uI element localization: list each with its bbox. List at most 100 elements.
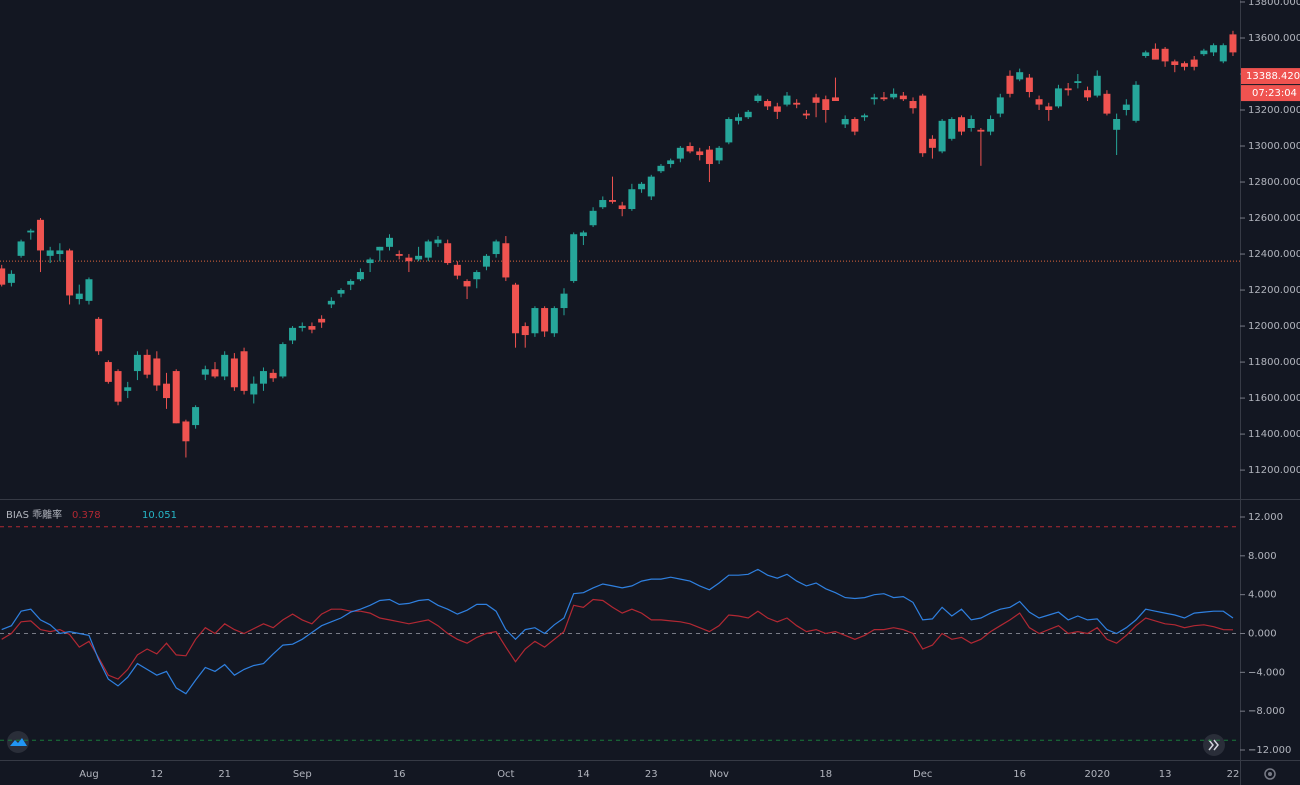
- last-price-badge: [1241, 68, 1300, 85]
- x-tick-label: 14: [577, 769, 590, 780]
- candle-body: [308, 326, 316, 330]
- candle-body: [221, 354, 229, 377]
- candle-body: [512, 284, 520, 334]
- candle-body: [1113, 119, 1121, 130]
- x-tick-label: 16: [1013, 769, 1026, 780]
- candle-body: [36, 219, 44, 251]
- candle-body: [259, 371, 267, 384]
- candle-body: [822, 99, 830, 111]
- candle-body: [802, 113, 810, 116]
- y-tick-label: 11200.000: [1248, 465, 1300, 476]
- candle-body: [1006, 75, 1014, 94]
- candle-body: [715, 147, 723, 161]
- candle-body: [686, 146, 694, 152]
- x-tick-label: Aug: [79, 769, 99, 780]
- candle-body: [250, 383, 258, 395]
- candle-body: [589, 210, 597, 226]
- candle-body: [376, 246, 384, 251]
- candle-body: [628, 189, 636, 210]
- x-tick-label: Dec: [913, 769, 932, 780]
- y-tick-label: −8.000: [1248, 706, 1285, 717]
- candle-body: [386, 237, 393, 247]
- candle-body: [1161, 48, 1169, 62]
- legend-value: 0.378: [72, 510, 101, 521]
- candle-body: [0, 268, 6, 285]
- candle-body: [279, 344, 287, 377]
- candle-body: [163, 383, 171, 399]
- logo[interactable]: [7, 731, 29, 753]
- candle-body: [415, 255, 423, 260]
- countdown-label: 07:23:04: [1252, 88, 1297, 99]
- scroll-button[interactable]: [1203, 734, 1225, 756]
- candle-body: [608, 200, 616, 202]
- x-tick-label: 2020: [1085, 769, 1110, 780]
- candle-body: [861, 115, 869, 118]
- candle-body: [987, 119, 995, 132]
- candle-body: [27, 230, 35, 233]
- y-tick-label: 13600.000: [1248, 33, 1300, 44]
- x-tick-label: 16: [393, 769, 406, 780]
- candle-body: [1122, 104, 1130, 111]
- candle-body: [153, 358, 161, 386]
- candle-body: [104, 362, 112, 382]
- candle-body: [880, 97, 888, 100]
- candle-body: [570, 234, 578, 282]
- candle-body: [638, 183, 646, 190]
- candle-body: [240, 351, 248, 391]
- candle-body: [143, 354, 151, 375]
- candle-body: [928, 138, 936, 148]
- candle-body: [337, 290, 345, 294]
- candle-body: [521, 326, 529, 336]
- candle-body: [366, 259, 374, 264]
- candle-body: [831, 97, 839, 102]
- last-price-label: 13388.420: [1246, 71, 1300, 82]
- candle-body: [1229, 34, 1237, 53]
- candle-body: [463, 281, 471, 287]
- y-tick-label: 13800.000: [1248, 0, 1300, 8]
- y-tick-label: 12400.000: [1248, 249, 1300, 260]
- candle-body: [531, 308, 539, 334]
- candle-body: [618, 205, 626, 210]
- y-tick-label: 12600.000: [1248, 213, 1300, 224]
- candle-body: [1074, 81, 1082, 83]
- candle-body: [541, 308, 549, 332]
- candle-body: [7, 273, 15, 283]
- candle-body: [764, 101, 772, 107]
- y-tick-label: 13000.000: [1248, 141, 1300, 152]
- candle-body: [851, 119, 859, 132]
- x-tick-label: 18: [819, 769, 832, 780]
- candle-body: [735, 117, 743, 121]
- candle-body: [599, 200, 607, 208]
- candle-body: [66, 250, 74, 296]
- x-tick-label: Oct: [497, 769, 514, 780]
- candle-body: [667, 160, 675, 165]
- candle-body: [75, 293, 83, 300]
- y-tick-label: −4.000: [1248, 667, 1285, 678]
- candle-body: [754, 95, 762, 102]
- candle-body: [85, 279, 93, 301]
- candle-body: [1142, 52, 1150, 56]
- candle-body: [356, 272, 364, 280]
- candle-body: [1016, 72, 1024, 80]
- x-tick-label: 13: [1159, 769, 1172, 780]
- candle-body: [318, 318, 326, 323]
- candle-body: [977, 129, 985, 132]
- candle-body: [1035, 99, 1043, 105]
- countdown-badge: [1241, 85, 1300, 102]
- candle-body: [773, 106, 781, 112]
- candle-body: [657, 165, 665, 172]
- candle-body: [1180, 63, 1188, 67]
- candle-body: [676, 147, 684, 159]
- candle-body: [182, 421, 190, 442]
- indicator-line: [1, 568, 1234, 695]
- candle-body: [696, 151, 704, 156]
- y-tick-label: 12800.000: [1248, 177, 1300, 188]
- settings-button[interactable]: [1264, 768, 1276, 780]
- candle-body: [948, 119, 956, 139]
- candle-body: [114, 371, 122, 402]
- candle-body: [744, 111, 752, 118]
- x-tick-label: 23: [645, 769, 658, 780]
- candle-body: [444, 243, 452, 264]
